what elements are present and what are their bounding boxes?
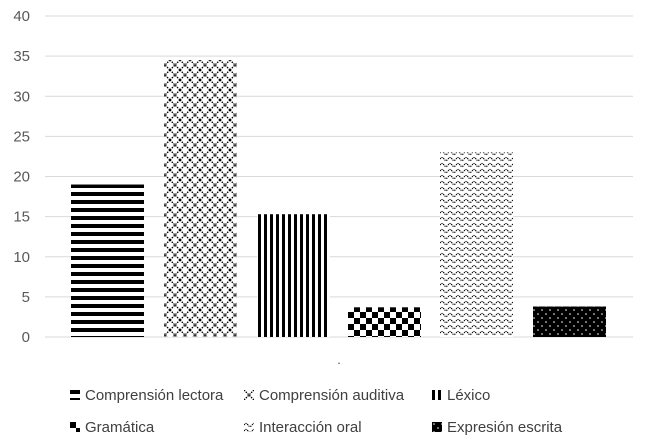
y-tick-label: 15 (13, 209, 30, 226)
legend-item: Comprensión auditiva (244, 384, 432, 406)
legend: Comprensión lectora Comprensión auditiva L… (70, 384, 630, 438)
y-tick-label: 35 (13, 48, 30, 65)
bar-3 (257, 214, 330, 337)
y-tick-label: 0 (22, 329, 30, 346)
bar-chart: 0 5 10 15 20 25 30 35 40. (0, 0, 650, 380)
y-tick-label: 25 (13, 128, 30, 145)
y-tick-label: 20 (13, 169, 30, 186)
bar-5 (440, 152, 513, 337)
legend-swatch (432, 422, 442, 432)
legend-swatch (70, 390, 80, 400)
legend-item: Comprensión lectora (70, 384, 244, 406)
legend-label: Interacción oral (259, 419, 362, 436)
legend-item: Gramática (70, 416, 244, 438)
legend-swatch (432, 390, 442, 400)
x-category-label: . (337, 352, 341, 367)
legend-item: Léxico (432, 384, 582, 406)
bar-2 (164, 60, 237, 337)
bar-1 (71, 185, 144, 337)
y-tick-label: 30 (13, 88, 30, 105)
legend-label: Léxico (447, 387, 490, 404)
bar-6 (533, 307, 606, 337)
legend-item: Interacción oral (244, 416, 432, 438)
legend-item: Expresión escrita (432, 416, 582, 438)
legend-label: Gramática (85, 419, 154, 436)
legend-swatch (244, 390, 254, 400)
y-tick-label: 5 (22, 289, 30, 306)
legend-label: Expresión escrita (447, 419, 562, 436)
legend-label: Comprensión auditiva (259, 387, 404, 404)
y-tick-label: 10 (13, 249, 30, 266)
y-tick-label: 40 (13, 8, 30, 25)
legend-swatch (244, 422, 254, 432)
legend-label: Comprensión lectora (85, 387, 223, 404)
bar-4 (348, 307, 421, 337)
legend-swatch (70, 422, 80, 432)
